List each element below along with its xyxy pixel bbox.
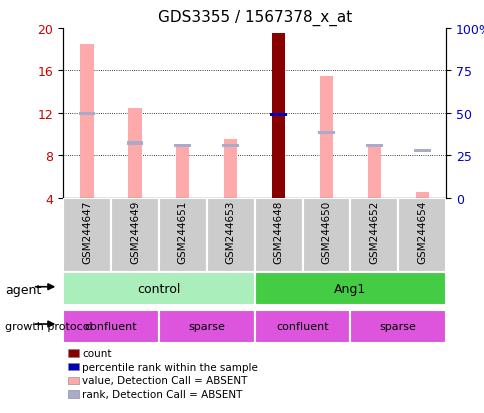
Text: growth protocol: growth protocol bbox=[5, 321, 92, 331]
Bar bbox=[174, 144, 191, 147]
Bar bbox=[413, 150, 430, 153]
Bar bbox=[349, 198, 397, 273]
Text: sparse: sparse bbox=[188, 321, 225, 331]
Bar bbox=[222, 144, 239, 147]
Bar bbox=[158, 310, 254, 343]
Title: GDS3355 / 1567378_x_at: GDS3355 / 1567378_x_at bbox=[157, 10, 351, 26]
Text: agent: agent bbox=[5, 283, 41, 297]
Text: GSM244647: GSM244647 bbox=[82, 200, 92, 263]
Bar bbox=[111, 198, 158, 273]
Text: GSM244653: GSM244653 bbox=[225, 200, 235, 263]
Bar bbox=[224, 140, 237, 198]
Bar bbox=[63, 310, 158, 343]
Text: GSM244649: GSM244649 bbox=[130, 200, 139, 263]
Text: rank, Detection Call = ABSENT: rank, Detection Call = ABSENT bbox=[82, 389, 242, 399]
Bar bbox=[270, 114, 287, 117]
Text: control: control bbox=[137, 282, 180, 296]
Bar bbox=[318, 132, 334, 135]
Text: sparse: sparse bbox=[379, 321, 416, 331]
Text: count: count bbox=[82, 348, 112, 358]
Bar bbox=[272, 34, 285, 198]
Bar bbox=[63, 198, 111, 273]
Bar bbox=[158, 198, 206, 273]
Bar bbox=[78, 112, 95, 116]
Text: GSM244651: GSM244651 bbox=[178, 200, 187, 263]
Text: value, Detection Call = ABSENT: value, Detection Call = ABSENT bbox=[82, 375, 247, 385]
Bar bbox=[319, 76, 333, 198]
Bar bbox=[126, 142, 143, 145]
Bar bbox=[128, 108, 141, 198]
Bar bbox=[254, 310, 349, 343]
Text: GSM244648: GSM244648 bbox=[273, 200, 283, 263]
Bar bbox=[80, 45, 93, 198]
Bar bbox=[176, 145, 189, 198]
Bar bbox=[254, 198, 302, 273]
Text: confluent: confluent bbox=[275, 321, 328, 331]
Bar bbox=[254, 273, 445, 306]
Bar bbox=[302, 198, 349, 273]
Bar bbox=[349, 310, 445, 343]
Text: GSM244654: GSM244654 bbox=[416, 200, 426, 263]
Bar bbox=[206, 198, 254, 273]
Text: percentile rank within the sample: percentile rank within the sample bbox=[82, 362, 258, 372]
Bar bbox=[365, 144, 382, 147]
Text: GSM244650: GSM244650 bbox=[321, 200, 331, 263]
Text: confluent: confluent bbox=[84, 321, 137, 331]
Text: GSM244652: GSM244652 bbox=[369, 200, 378, 263]
Bar bbox=[367, 145, 380, 198]
Bar bbox=[397, 198, 445, 273]
Bar bbox=[415, 193, 428, 198]
Text: Ang1: Ang1 bbox=[333, 282, 366, 296]
Bar bbox=[63, 273, 254, 306]
